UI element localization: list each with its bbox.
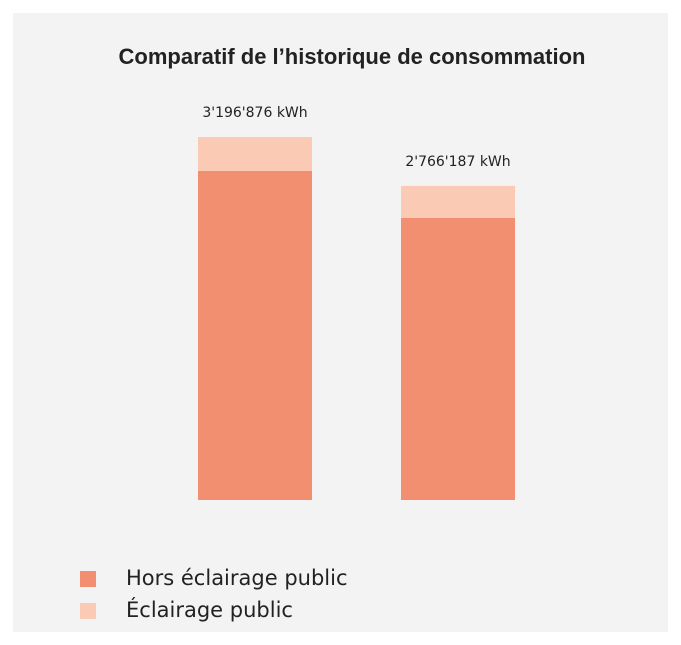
legend-label: Hors éclairage public [126, 566, 348, 590]
bar-segment [198, 137, 312, 171]
legend-swatch [80, 603, 96, 619]
total-label: 2'766'187 kWh [405, 154, 510, 170]
bar-segment [401, 217, 515, 500]
legend-swatch [80, 571, 96, 587]
total-label: 3'196'876 kWh [202, 105, 307, 121]
chart-title: Comparatif de l’historique de consommati… [119, 44, 586, 69]
bar-segment [198, 170, 312, 500]
legend-label: Éclairage public [126, 597, 293, 622]
panel [13, 13, 668, 632]
bar-segment [401, 185, 515, 218]
